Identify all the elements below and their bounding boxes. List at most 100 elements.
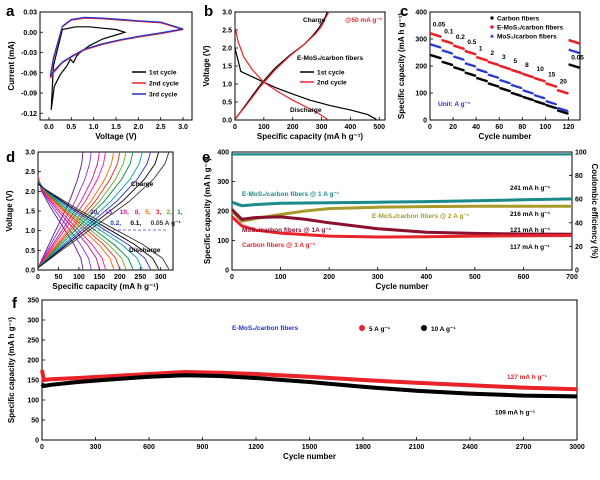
plot-frame: [234, 11, 386, 121]
x-tick-label: 0: [428, 124, 432, 131]
rate-point: [577, 51, 581, 54]
x-tick-label: 100: [275, 274, 287, 281]
y2-tick-label: 80: [575, 173, 583, 180]
rate-point: [462, 47, 465, 50]
legend-label: 2nd cycle: [149, 81, 179, 88]
rate-charge-1: [37, 151, 134, 269]
rate-text: 0.1,: [130, 220, 141, 227]
rate-point: [450, 63, 454, 66]
x-tick-label: 150: [94, 274, 106, 281]
legend-label: 5 A g⁻¹: [369, 326, 390, 333]
long-cycle-band-inner-1: [41, 370, 578, 391]
y-tick-label: 100: [217, 238, 229, 245]
rate-point: [566, 112, 569, 115]
panel-letter-e: e: [202, 149, 210, 166]
rate-label: 2: [490, 50, 494, 57]
rate-text: 8,: [135, 209, 141, 216]
y-tick-label: 0.03: [23, 10, 37, 17]
rate-point: [577, 41, 581, 45]
legend-label: Carbon fibers: [497, 16, 540, 23]
x-tick-label: 2100: [409, 444, 425, 451]
x-tick-label: 300: [155, 274, 167, 281]
rate-text: 20,: [90, 209, 99, 216]
x-tick-label: 120: [563, 124, 575, 131]
legend-label: E-MoS₂/carbon fibers: [497, 25, 563, 32]
rate-point: [496, 76, 500, 79]
y-axis-label: Current (mA): [7, 41, 16, 91]
rate-point: [508, 67, 512, 71]
plot-frame: [39, 11, 193, 121]
rate-discharge-10: [37, 177, 100, 270]
rate-point: [497, 85, 500, 88]
panel-f: 0 300 600 900 1200 1500 1800 2100 2400 2700 3000 0 5…: [7, 298, 585, 462]
x-tick-label: 100: [73, 274, 85, 281]
panel-d: 0 50 100 150 200 250 300 0.0 0.5 1.0 1.5 2.0 2.5 3.0 S…: [5, 150, 183, 292]
rate-point: [542, 96, 546, 100]
discharge-annotation: Discharge: [129, 247, 161, 254]
end-value-label: 117 mA h g⁻¹: [510, 244, 550, 251]
cv-curve-3: [49, 16, 184, 77]
y-tick-label: 2.0: [222, 46, 232, 53]
rate-annotation: @50 mA g⁻¹: [345, 17, 382, 24]
y-tick-label: 350: [27, 298, 39, 305]
cycling-curve-1: [231, 197, 573, 208]
rate-label: 15: [548, 72, 556, 79]
rate-point: [462, 69, 465, 72]
rate-point: [554, 102, 558, 106]
rate-text: 1,: [177, 209, 183, 216]
legend-label: 1st cycle: [149, 70, 177, 77]
rate-text: 2,: [167, 209, 173, 216]
rate-point: [439, 35, 442, 38]
y-tick-label: 0.5: [222, 100, 232, 107]
y2-tick-label: 40: [575, 220, 583, 227]
rate-label: 3: [502, 54, 506, 61]
rate-discharge-8: [37, 177, 106, 270]
rate-charge-0.05: [37, 151, 170, 269]
legend-marker: [359, 325, 365, 331]
x-axis-label: Voltage (V): [95, 132, 137, 141]
y-tick-label: 200: [217, 209, 229, 216]
rate-text: 5,: [145, 209, 151, 216]
y-tick-label: -0.03: [21, 50, 37, 57]
end-value-label: 127 mA h g⁻¹: [507, 374, 547, 381]
end-value-label: 109 mA h g⁻¹: [495, 409, 535, 416]
rate-label: 0.05: [433, 22, 446, 29]
y-tick-label: 250: [27, 338, 39, 345]
y-tick-label: 2.5: [222, 28, 232, 35]
rate-label: 0.5: [467, 39, 476, 46]
x-tick-label: 0: [40, 444, 44, 451]
rate-charge-15: [37, 151, 92, 269]
rate-charge-8: [37, 151, 106, 269]
x-tick-label: 400: [345, 124, 357, 131]
plot-frame: [41, 299, 578, 441]
rate-point: [566, 91, 569, 95]
rate-text: 0.05 A g⁻¹: [151, 220, 181, 227]
x-tick-label: 40: [472, 124, 480, 131]
rate-discharge-0.05: [37, 183, 170, 270]
y2-tick-label: 0: [575, 268, 579, 275]
rate-charge-0.1: [37, 151, 160, 269]
x-tick-label: 0: [36, 274, 40, 281]
long-cycle-band-inner-2: [41, 374, 578, 399]
x-tick-label: 1.0: [89, 124, 99, 131]
legend-label: 10 A g⁻¹: [431, 326, 456, 333]
y-tick-label: 400: [415, 10, 427, 17]
rate-point: [474, 74, 477, 77]
series-label: E-MoS₂/carbon fibers @ 2 A g⁻¹: [372, 213, 469, 220]
y-axis-label: Specific capacity (mA h g⁻¹): [7, 317, 16, 424]
end-value-label: 241 mA h g⁻¹: [510, 185, 550, 192]
y-tick-label: 1.0: [222, 82, 232, 89]
rate-point: [450, 51, 454, 55]
y-tick-label: 2.0: [25, 189, 35, 196]
rate-point: [519, 86, 523, 89]
legend-marker: [490, 25, 494, 29]
x-tick-label: 0.5: [66, 124, 76, 131]
y-tick-label: 200: [27, 358, 39, 365]
y-tick-label: 0.0: [25, 268, 35, 275]
rate-label: 20: [560, 78, 568, 85]
x-tick-label: 200: [287, 124, 299, 131]
end-value-label: 216 mA h g⁻¹: [510, 211, 550, 218]
panel-letter-a: a: [6, 3, 15, 20]
